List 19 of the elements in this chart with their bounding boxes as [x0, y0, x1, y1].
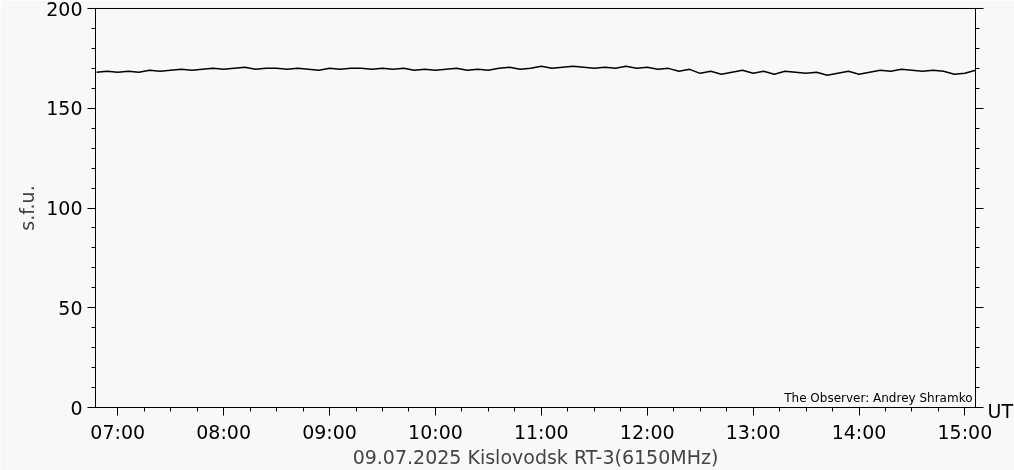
y-axis-title: s.f.u.: [16, 185, 39, 231]
y-tick-label: 100: [46, 197, 83, 219]
y-tick-label: 50: [58, 296, 83, 319]
x-tick-label: 13:00: [725, 420, 781, 443]
y-tick-label: 200: [46, 0, 83, 20]
y-tick-label: 150: [46, 97, 83, 120]
x-tick-label: 09:00: [302, 420, 357, 443]
x-tick-label: 07:00: [90, 420, 146, 443]
x-tick-label: 12:00: [619, 420, 675, 443]
x-tick-label: 11:00: [513, 420, 569, 443]
y-tick-label: 0: [70, 396, 83, 419]
annotation: The Observer: Andrey Shramko: [783, 390, 973, 405]
line-series: [95, 65, 976, 77]
x-tick-label: 14:00: [831, 420, 887, 443]
text: UT: [987, 399, 1014, 422]
x-axis-title: 09.07.2025 Kislovodsk RT-3(6150MHz): [352, 445, 719, 468]
x-tick-label: 10:00: [408, 420, 463, 443]
x-tick-label: 15:00: [937, 420, 993, 443]
x-tick-label: 08:00: [196, 420, 252, 443]
